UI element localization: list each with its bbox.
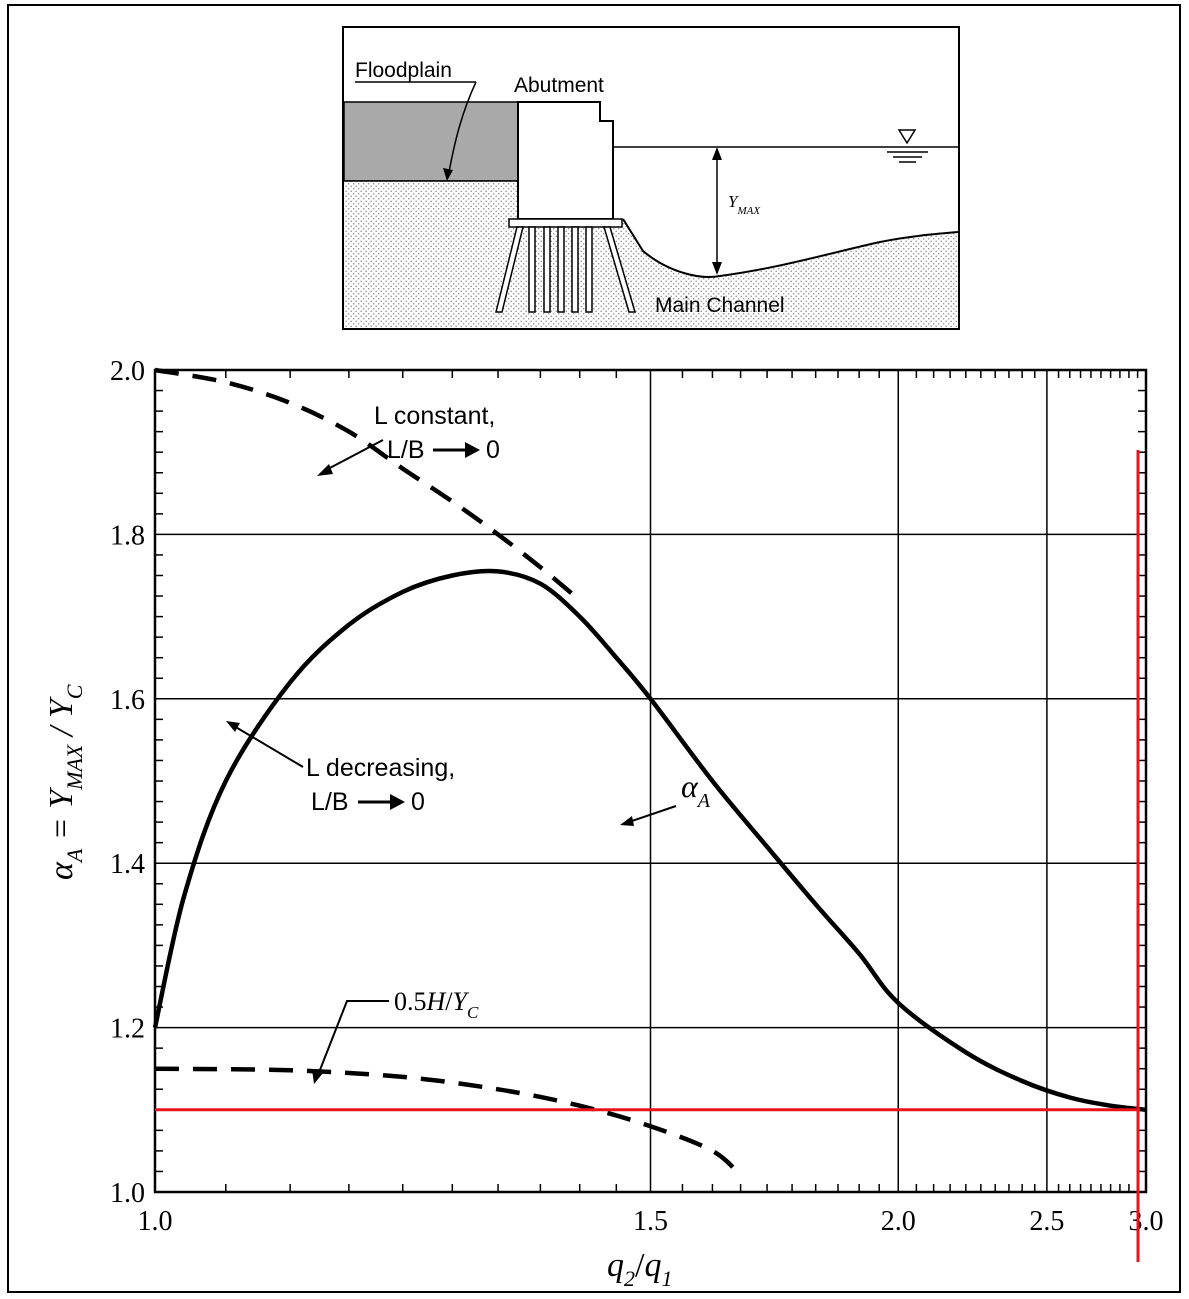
x-tick-label: 1.5 [633, 1206, 668, 1237]
y-tick-label: 1.4 [110, 849, 145, 880]
floodplain-label: Floodplain [355, 59, 452, 82]
x-tick-label: 1.0 [138, 1206, 173, 1237]
svg-text:0.5H/YC: 0.5H/YC [394, 987, 479, 1022]
abutment-body [518, 102, 613, 219]
floodplain-block [344, 102, 519, 181]
svg-text:L/B: L/B [311, 788, 349, 816]
svg-text:L/B: L/B [387, 436, 425, 464]
arrow-right-icon [358, 794, 405, 810]
half-h-over-yc-curve [155, 1069, 741, 1176]
y-tick-label: 1.2 [110, 1014, 145, 1045]
y-tick-label: 1.6 [110, 685, 145, 716]
arrow-right-icon [433, 442, 480, 458]
reference-lines [155, 450, 1140, 1262]
x-tick-label: 2.0 [881, 1206, 916, 1237]
abutment-schematic: YMAX Floodplain Abutment Main Channel [343, 27, 959, 329]
annotation-l-constant: L constant, L/B 0 [317, 402, 500, 476]
main-channel-label: Main Channel [655, 294, 785, 317]
annotation-l-decreasing: L decreasing, L/B 0 [226, 721, 455, 816]
chart: 1.0 1.5 2.0 2.5 3.0 1.0 1.2 1.4 1.6 1.8 2.0 q2/q1… [43, 356, 1164, 1291]
svg-text:L decreasing,: L decreasing, [306, 754, 455, 782]
x-tick-label: 3.0 [1129, 1206, 1164, 1237]
svg-text:0: 0 [486, 436, 500, 464]
y-tick-label: 2.0 [110, 356, 145, 387]
y-tick-label: 1.8 [110, 520, 145, 551]
y-tick-labels: 1.0 1.2 1.4 1.6 1.8 2.0 [110, 356, 145, 1209]
x-tick-label: 2.5 [1029, 1206, 1064, 1237]
pile-cap [509, 219, 622, 227]
y-tick-label: 1.0 [110, 1178, 145, 1209]
annotation-alpha-a: αA [620, 768, 711, 826]
svg-text:0: 0 [411, 788, 425, 816]
y-axis-label: αA = YMAX / YC [43, 684, 87, 880]
abutment-label: Abutment [514, 74, 604, 97]
svg-text:L constant,: L constant, [374, 402, 495, 430]
annotation-half-h-over-yc: 0.5H/YC [312, 987, 479, 1084]
x-axis-label: q2/q1 [607, 1247, 672, 1291]
x-tick-labels: 1.0 1.5 2.0 2.5 3.0 [138, 1206, 1164, 1237]
l-constant-curve [155, 370, 580, 600]
